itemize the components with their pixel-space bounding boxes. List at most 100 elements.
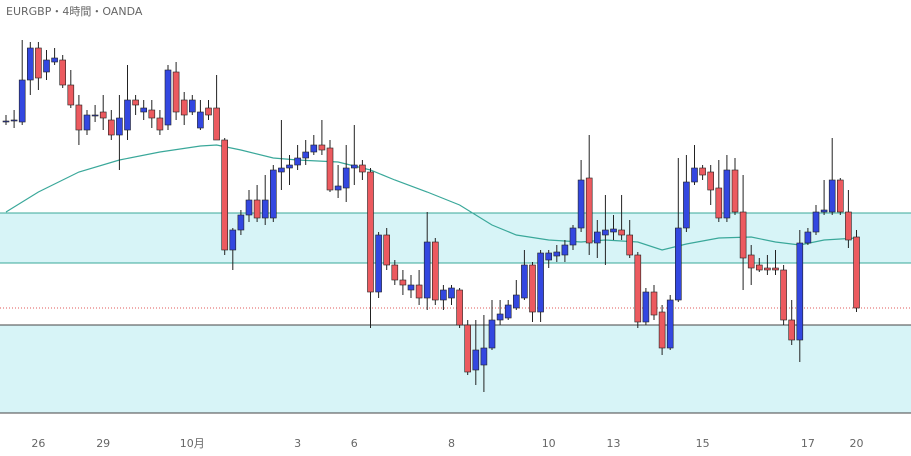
candle-body xyxy=(480,347,488,366)
candle-body xyxy=(237,214,245,231)
candle-body xyxy=(674,227,682,301)
x-tick-label: 26 xyxy=(31,437,45,450)
candle-body xyxy=(788,319,796,341)
candle-body xyxy=(108,119,115,136)
candle-body xyxy=(512,294,520,309)
x-tick-label: 13 xyxy=(607,437,621,450)
x-tick-label: 10 xyxy=(542,437,556,450)
candle-body xyxy=(189,99,196,113)
candle-body xyxy=(585,177,593,244)
candle-body xyxy=(302,151,310,159)
candle-body xyxy=(561,244,569,256)
candle-body xyxy=(820,209,828,213)
candle-body xyxy=(569,227,577,246)
candle-body xyxy=(399,279,407,286)
candle-body xyxy=(286,164,293,169)
candle-body xyxy=(59,59,67,86)
x-tick-label: 29 xyxy=(96,437,110,450)
x-tick-label: 10月 xyxy=(180,437,205,450)
candle-body xyxy=(132,99,139,106)
candle-body xyxy=(772,267,779,271)
candle-body xyxy=(116,117,123,136)
candle-body xyxy=(764,267,771,271)
candle-body xyxy=(602,229,609,236)
candle-body xyxy=(213,107,220,141)
candle-body xyxy=(464,324,472,373)
candle-body xyxy=(10,119,18,122)
candle-body xyxy=(755,264,763,271)
candle-body xyxy=(318,144,326,151)
candle-body xyxy=(221,139,228,251)
x-tick-label: 8 xyxy=(448,437,455,450)
candle-body xyxy=(796,242,804,341)
candle-body xyxy=(537,252,544,313)
candle-body xyxy=(618,229,625,236)
candle-body xyxy=(278,167,285,173)
candle-body xyxy=(124,99,131,131)
candle-body xyxy=(683,181,690,229)
zone xyxy=(0,325,911,413)
candle-body xyxy=(415,284,423,299)
candle-body xyxy=(197,111,204,129)
candle-body xyxy=(723,169,731,219)
candle-body xyxy=(780,269,787,321)
moving-average xyxy=(5,144,857,251)
x-tick-label: 15 xyxy=(696,437,710,450)
candle-body xyxy=(253,199,261,219)
candle-body xyxy=(626,234,634,256)
candle-body xyxy=(634,254,642,323)
candle-body xyxy=(731,169,739,213)
candle-body xyxy=(593,231,601,244)
candle-body xyxy=(35,47,42,79)
x-tick-label: 20 xyxy=(850,437,864,450)
candle-body xyxy=(440,289,447,301)
candle-body xyxy=(99,111,107,119)
candle-body xyxy=(18,79,26,123)
zone xyxy=(0,213,911,263)
candle-body xyxy=(326,147,334,191)
candle-body xyxy=(180,99,188,116)
candle-body xyxy=(164,69,172,126)
candle-body xyxy=(488,319,496,349)
candle-body xyxy=(359,164,366,173)
candle-body xyxy=(747,254,755,269)
candle-body xyxy=(828,179,836,213)
x-tick-label: 6 xyxy=(351,437,358,450)
candle-body xyxy=(577,179,585,229)
candle-body xyxy=(456,289,463,326)
candle-body xyxy=(350,164,358,169)
candle-body xyxy=(423,241,431,299)
candle-body xyxy=(707,171,715,191)
candle-body xyxy=(2,120,10,123)
candle-body xyxy=(658,311,666,349)
candle-body xyxy=(245,199,253,216)
candle-body xyxy=(342,167,350,189)
x-tick-label: 3 xyxy=(294,437,301,450)
candle-body xyxy=(269,169,277,219)
candle-body xyxy=(553,251,561,257)
candle-body xyxy=(172,71,180,113)
x-tick-label: 17 xyxy=(801,437,815,450)
candle-body xyxy=(294,157,301,166)
candle-body xyxy=(156,117,164,131)
candle-body xyxy=(666,299,674,349)
candle-body xyxy=(804,231,812,244)
candle-body xyxy=(334,185,342,191)
candle-body xyxy=(383,234,391,266)
candle-body xyxy=(91,114,99,117)
candle-body xyxy=(75,104,83,131)
candle-body xyxy=(43,59,50,73)
candle-body xyxy=(472,349,480,371)
candle-body xyxy=(691,167,698,183)
candle-body xyxy=(148,109,156,119)
chart-title: EURGBP・4時間・OANDA xyxy=(6,5,143,18)
candle-body xyxy=(529,264,536,313)
candle-body xyxy=(205,107,212,116)
candle-body xyxy=(521,264,528,299)
candle-body xyxy=(836,179,844,213)
candle-body xyxy=(310,144,318,153)
candle-body xyxy=(261,199,269,219)
candle-body xyxy=(83,114,91,131)
candle-body xyxy=(140,107,147,113)
